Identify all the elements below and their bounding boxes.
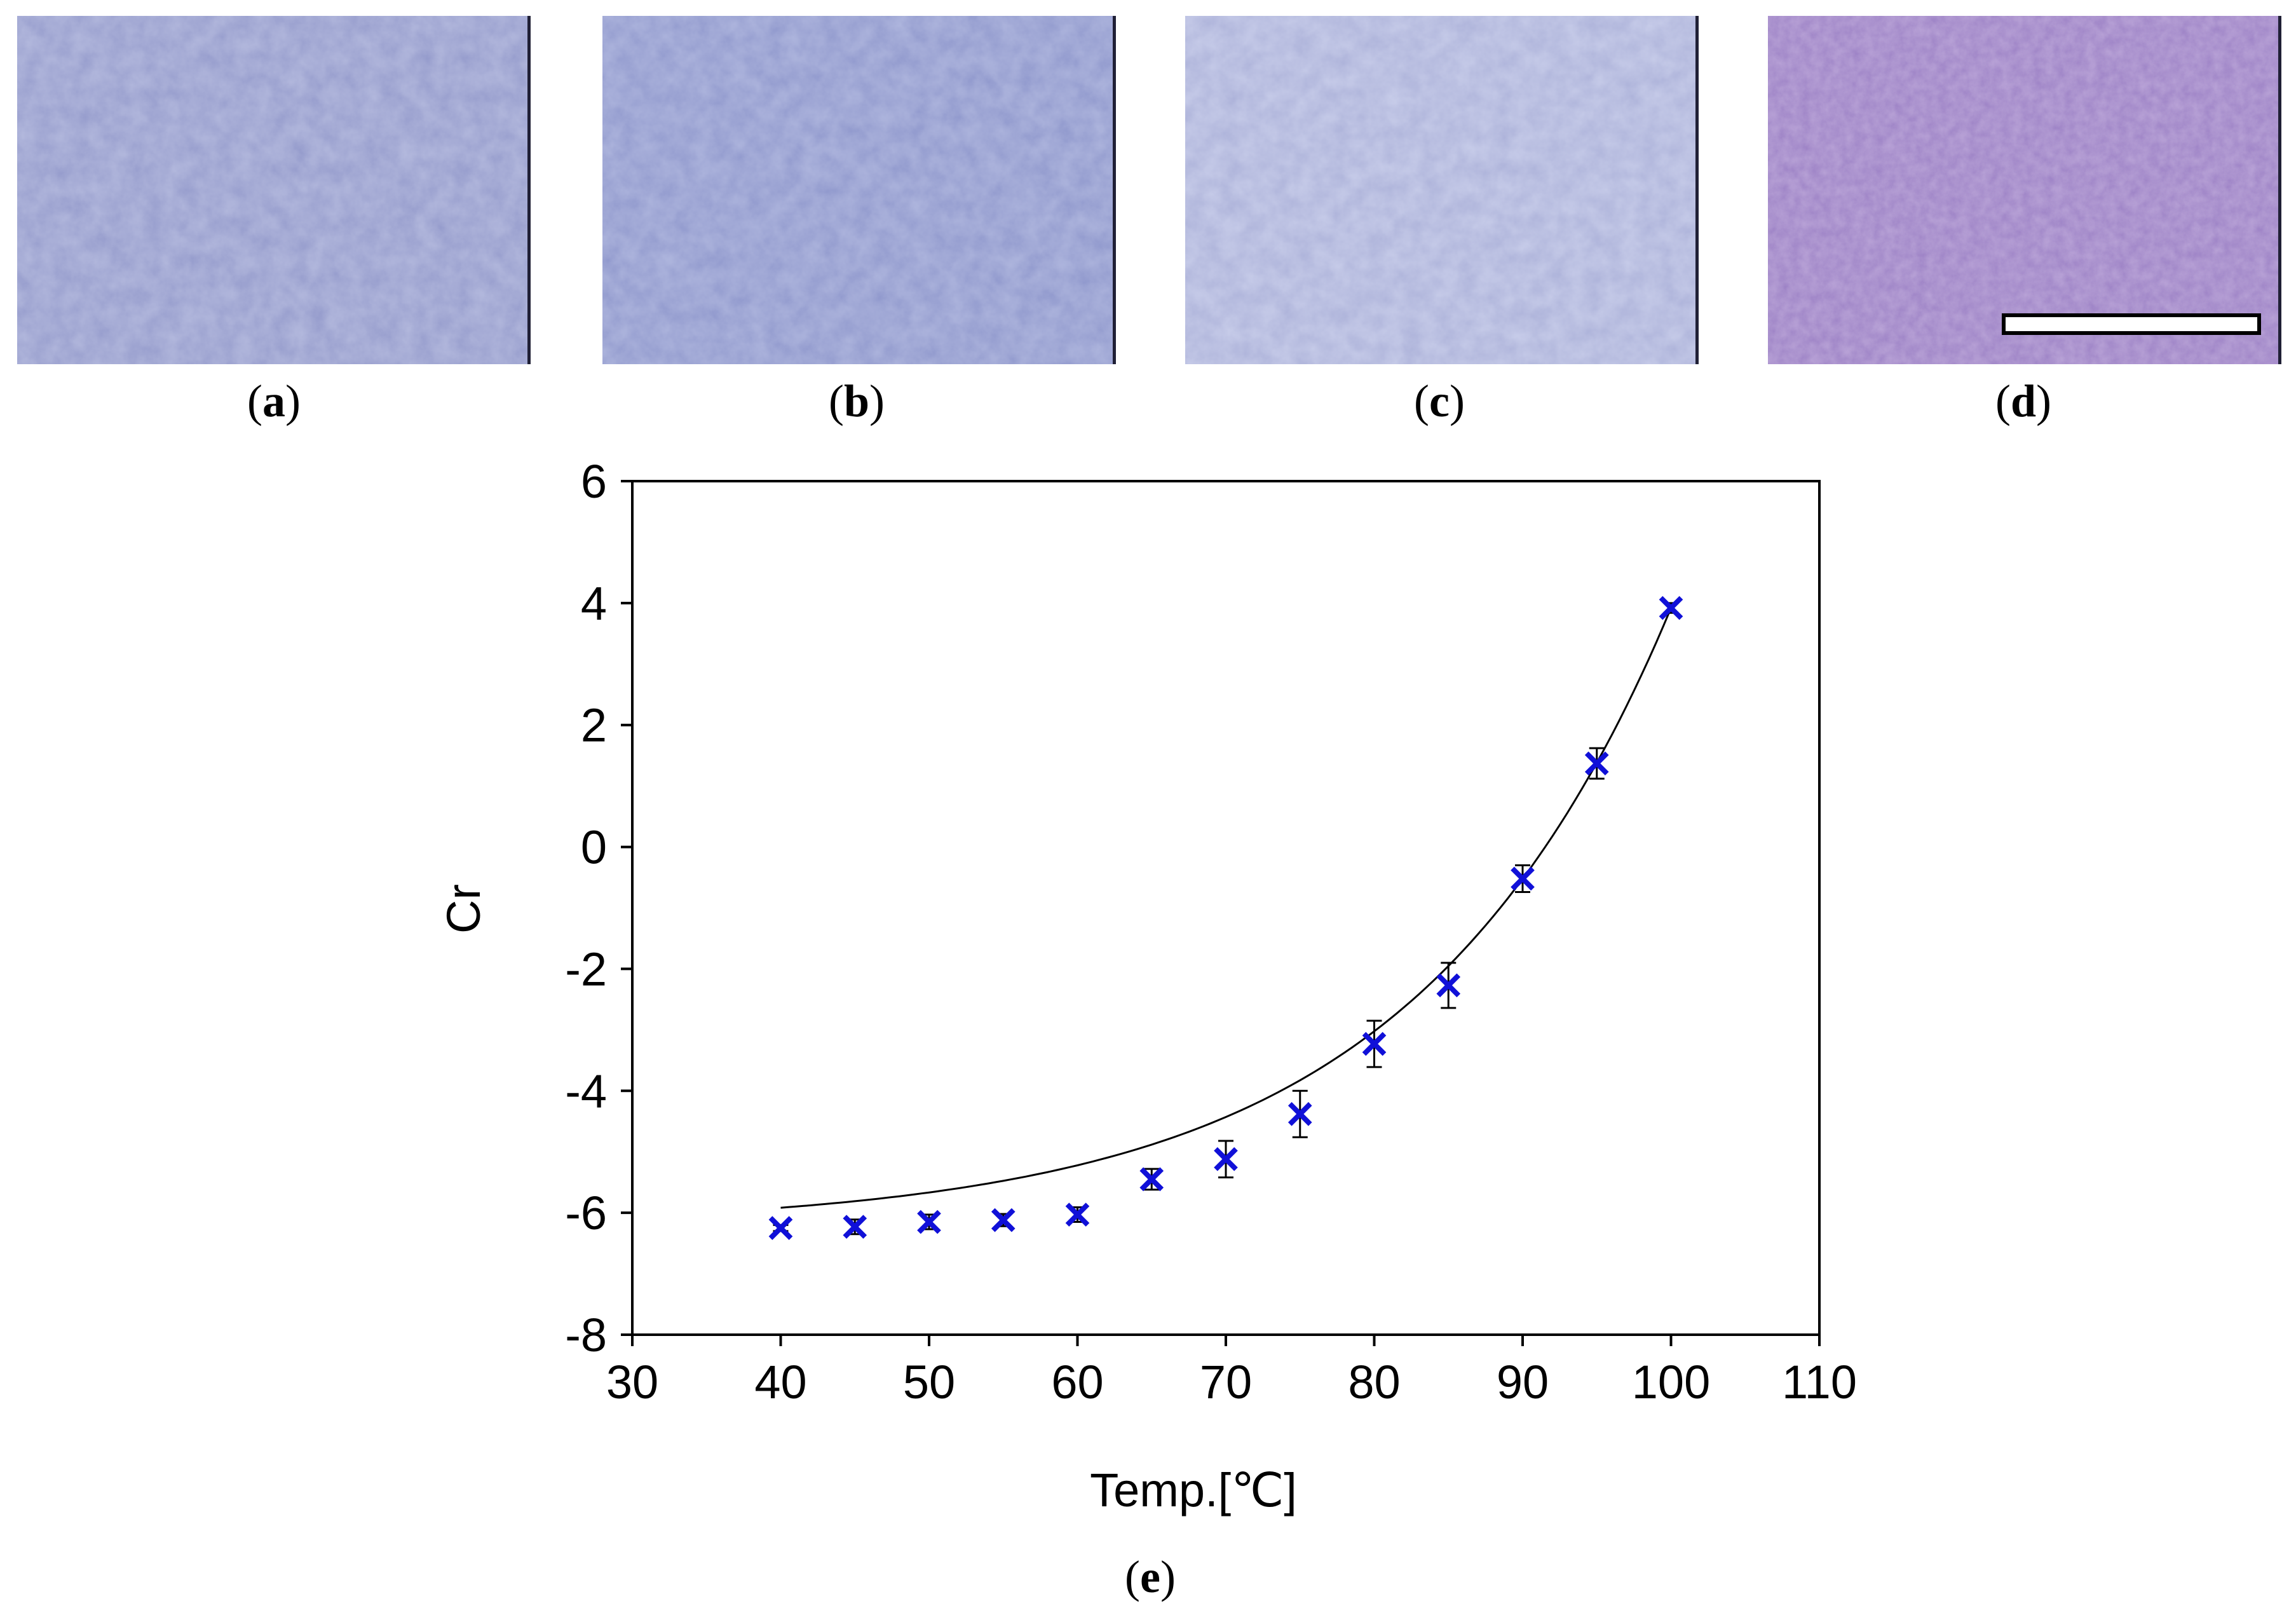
fit-curve: [780, 607, 1672, 1209]
data-point: [1659, 596, 1683, 620]
data-point: [843, 1215, 867, 1239]
y-axis: 6 4 2 0 -2 -4 -6 -8: [565, 455, 632, 1361]
micrograph-texture-c: [1185, 16, 1695, 364]
data-point: [1139, 1167, 1164, 1192]
data-point: [1362, 1032, 1387, 1056]
x-tick-label: 110: [1782, 1356, 1857, 1408]
panel-label-a: (a): [247, 376, 301, 426]
data-point: [768, 1216, 793, 1240]
y-tick-label: 0: [581, 821, 607, 874]
x-tick-label: 30: [606, 1356, 658, 1408]
data-point: [1287, 1101, 1312, 1126]
panel-label-b: (b): [828, 376, 885, 426]
micrograph-panel-c: [1185, 16, 1699, 364]
y-tick-label: -6: [565, 1187, 607, 1239]
panel-label-d: (d): [1995, 376, 2051, 426]
figure-label-e: (e): [1125, 1551, 1176, 1602]
x-tick-label: 60: [1051, 1356, 1103, 1408]
y-tick-label: 2: [581, 699, 607, 752]
y-tick-label: 4: [581, 577, 607, 630]
y-axis-title: Cr: [437, 884, 490, 934]
data-point: [1214, 1147, 1238, 1171]
y-tick-label: -8: [565, 1309, 607, 1361]
x-tick-label: 100: [1632, 1356, 1710, 1408]
y-tick-label: -2: [565, 943, 607, 995]
micrograph-panel-d: [1768, 16, 2281, 364]
x-tick-label: 70: [1200, 1356, 1252, 1408]
data-point: [1436, 973, 1461, 998]
micrograph-texture-b: [602, 16, 1113, 364]
data-markers: [768, 596, 1683, 1240]
cr-vs-temperature-chart: 30 40 50 60 70 80 90 100 110 6 4 2 0 -2 -4 -6 -8 Cr Tem…: [437, 455, 1857, 1516]
data-point: [917, 1210, 941, 1234]
x-axis-title: Temp.[℃]: [1090, 1464, 1297, 1516]
x-tick-label: 80: [1348, 1356, 1400, 1408]
y-tick-label: -4: [565, 1065, 607, 1117]
x-axis: 30 40 50 60 70 80 90 100 110: [606, 1335, 1857, 1408]
micrograph-texture-d: [1768, 16, 2278, 364]
data-point: [1511, 866, 1535, 891]
micrograph-panel-a: [17, 16, 531, 364]
x-tick-label: 90: [1497, 1356, 1549, 1408]
plot-area-frame: [631, 480, 1821, 1336]
error-bars: [773, 602, 1679, 1236]
data-point: [1584, 751, 1609, 775]
micrograph-texture-a: [17, 16, 527, 364]
scale-bar: [2002, 313, 2261, 335]
x-tick-label: 50: [903, 1356, 955, 1408]
panel-label-c: (c): [1414, 376, 1465, 426]
data-point: [1065, 1203, 1090, 1227]
micrograph-panel-b: [602, 16, 1116, 364]
x-tick-label: 40: [754, 1356, 806, 1408]
data-point: [991, 1208, 1016, 1232]
y-tick-label: 6: [581, 455, 607, 508]
